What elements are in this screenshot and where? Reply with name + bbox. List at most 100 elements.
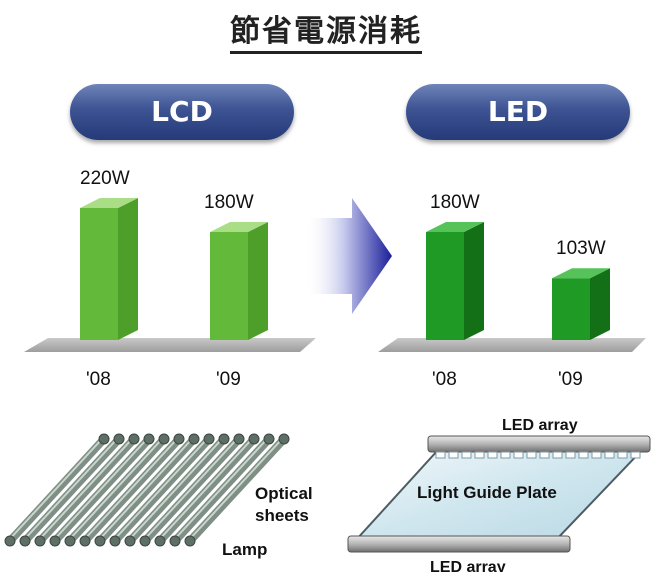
lcd-bar-1-category-label: '09: [216, 369, 241, 390]
page-title-text: 節省電源消耗: [230, 14, 422, 54]
led-dot: [539, 451, 550, 459]
lamp-end-cap: [203, 433, 215, 445]
transition-arrow: [305, 198, 392, 314]
lamp-tube: [111, 435, 213, 545]
lcd-bar-0-top: [80, 198, 138, 208]
lamp-end-cap: [233, 433, 245, 445]
light-guide-plate-label: Light Guide Plate: [417, 483, 557, 502]
lcd-lamp-diagram: Optical sheets Lamp: [4, 433, 313, 559]
led-bar-1-front: [552, 278, 590, 340]
lamp-end-cap: [169, 535, 181, 547]
led-dot: [578, 451, 589, 459]
led-bar-0-top: [426, 222, 484, 232]
lamp-end-cap: [64, 535, 76, 547]
lamp-tube: [96, 435, 198, 545]
lamp-end-cap: [143, 433, 155, 445]
lamp-end-cap: [128, 433, 140, 445]
lamp-tube: [51, 435, 153, 545]
lamp-end-cap: [173, 433, 185, 445]
lcd-bar-0-category-label: '08: [86, 369, 111, 390]
lcd-bar-0-front: [80, 208, 118, 340]
lcd-chart-floor: [24, 338, 316, 352]
lamp-tube-highlight: [187, 438, 283, 542]
led-bar-0-category-label: '08: [432, 369, 457, 390]
led-dot: [591, 451, 602, 459]
lamp-tube: [186, 435, 288, 545]
led-dot: [435, 451, 446, 459]
led-light-guide-diagram: LED array Light Guide Plate LED array: [347, 417, 651, 572]
lamp-end-cap: [94, 535, 106, 547]
lcd-bar-1-side: [248, 222, 268, 340]
lamp-end-cap: [218, 433, 230, 445]
lamp-end-cap: [278, 433, 290, 445]
lamp-tube: [126, 435, 228, 545]
lamp-end-cap: [124, 535, 136, 547]
lamp-tube: [81, 435, 183, 545]
lamp-tube-highlight: [172, 438, 268, 542]
lamp-tube: [171, 435, 273, 545]
lamp-tube-highlight: [127, 438, 223, 542]
lamp-end-cap: [139, 535, 151, 547]
lamp-tube-highlight: [67, 438, 163, 542]
lamp-end-cap: [248, 433, 260, 445]
lcd-bar-1-top: [210, 222, 268, 232]
lcd-header-pill: LCD: [70, 84, 294, 140]
lamp-end-cap: [109, 535, 121, 547]
lcd-bar-0-value-label: 220W: [80, 168, 130, 189]
lamp-tube: [156, 435, 258, 545]
lamp-tube-highlight: [157, 438, 253, 542]
lamp-tube-highlight: [22, 438, 118, 542]
lamp-tube: [36, 435, 138, 545]
led-dot: [474, 451, 485, 459]
lamp-end-cap: [113, 433, 125, 445]
lamp-tube-highlight: [82, 438, 178, 542]
lamp-label: Lamp: [222, 540, 267, 559]
lamp-end-cap: [158, 433, 170, 445]
lamp-tube-highlight: [112, 438, 208, 542]
lamp-tube: [6, 435, 108, 545]
lamp-end-cap: [184, 535, 196, 547]
lcd-bar-1-value-label: 180W: [204, 192, 254, 213]
lamp-tube: [21, 435, 123, 545]
led-dot: [500, 451, 511, 459]
lamp-tube-highlight: [97, 438, 193, 542]
led-chart-floor: [378, 338, 646, 352]
page-title: 節省電源消耗: [0, 6, 652, 54]
led-bar-0-side: [464, 222, 484, 340]
lamp-tube: [141, 435, 243, 545]
led-array-top-label: LED array: [502, 417, 578, 434]
led-dot: [448, 451, 459, 459]
lcd-bar-0-side: [118, 198, 138, 340]
led-array-bottom-label: LED array: [430, 559, 506, 572]
lamp-end-cap: [49, 535, 61, 547]
led-bar-0-value-label: 180W: [430, 192, 480, 213]
led-dot: [526, 451, 537, 459]
optical-sheets-label-line2: sheets: [255, 506, 309, 525]
lamp-end-cap: [34, 535, 46, 547]
lamp-end-cap: [19, 535, 31, 547]
lamp-end-cap: [188, 433, 200, 445]
led-dot: [552, 451, 563, 459]
lamp-end-cap: [4, 535, 16, 547]
led-dot: [630, 451, 641, 459]
lamp-end-cap: [263, 433, 275, 445]
optical-sheets-label-line1: Optical: [255, 484, 313, 503]
lamp-tube-highlight: [37, 438, 133, 542]
led-bar-0-front: [426, 232, 464, 340]
lcd-bar-1-front: [210, 232, 248, 340]
lamp-end-cap: [98, 433, 110, 445]
led-bar-1-value-label: 103W: [556, 238, 606, 259]
lamp-tube-highlight: [52, 438, 148, 542]
charts-canvas: 220W '08 180W '09 180W '08 103W '09: [24, 168, 646, 390]
lamp-end-cap: [79, 535, 91, 547]
led-bar-1-category-label: '09: [558, 369, 583, 390]
lamp-tube: [66, 435, 168, 545]
led-dot: [617, 451, 628, 459]
led-dot: [513, 451, 524, 459]
lamp-tube-highlight: [7, 438, 103, 542]
led-dot: [461, 451, 472, 459]
led-bar-1-side: [590, 268, 610, 340]
lamp-tube-highlight: [142, 438, 238, 542]
led-dot: [565, 451, 576, 459]
